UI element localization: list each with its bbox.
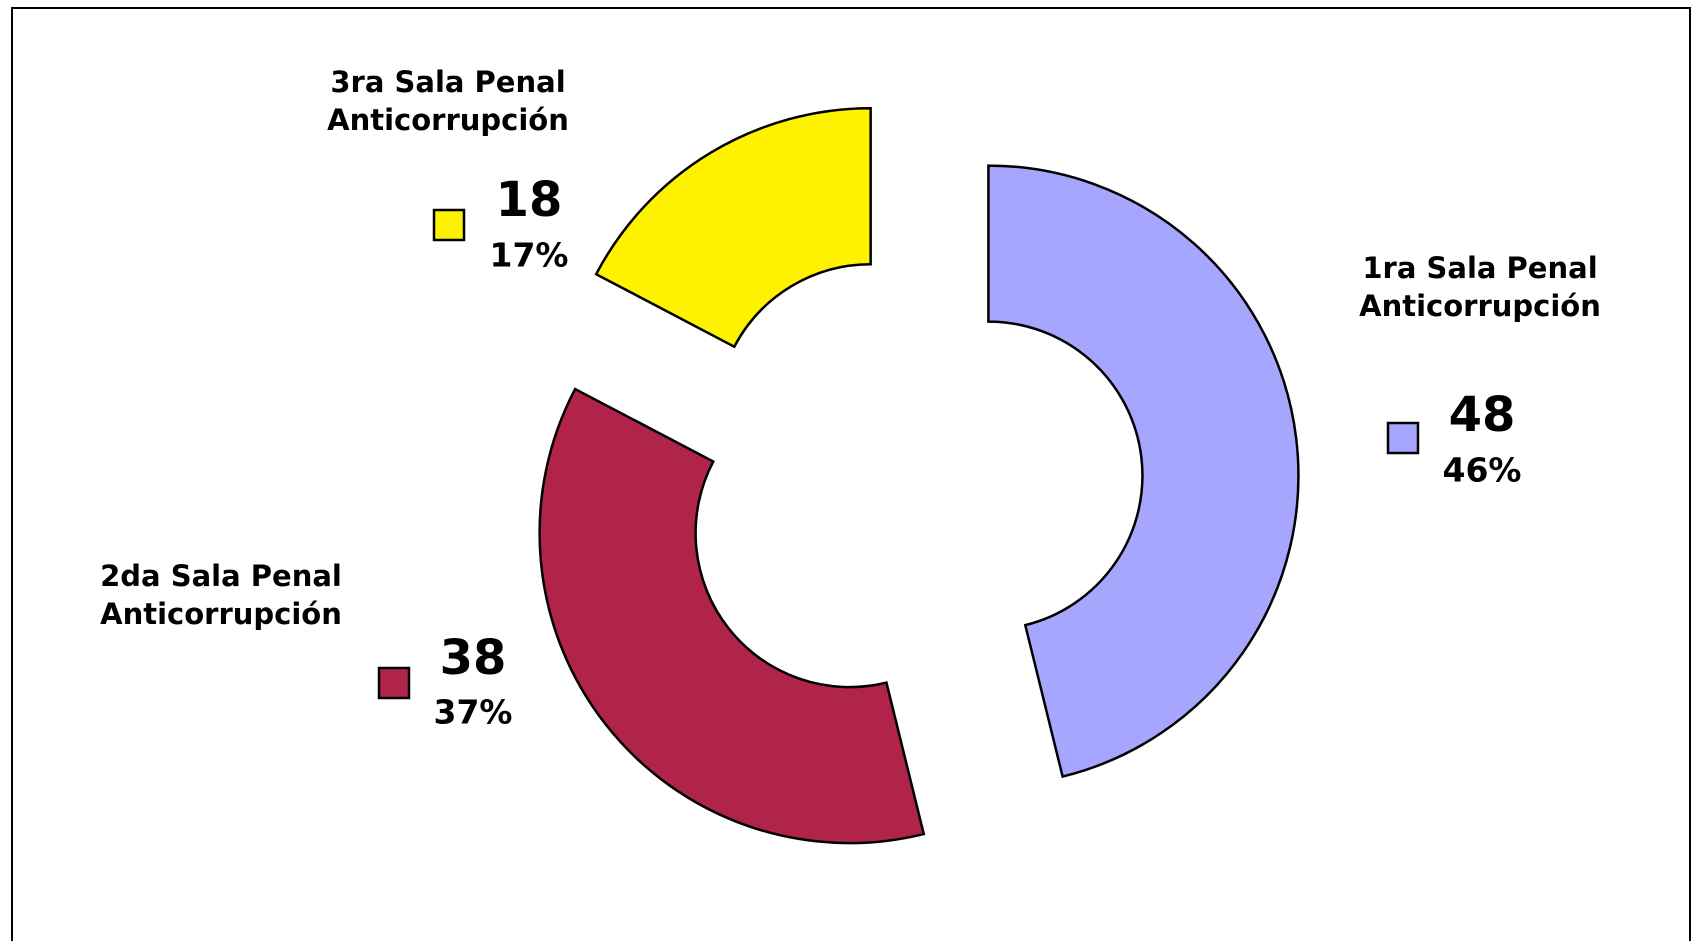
legend-swatch [377, 666, 411, 700]
slice-name: 3ra Sala Penal Anticorrupción [327, 65, 569, 137]
percent-label: 17% [490, 236, 569, 275]
legend-swatch [1386, 421, 1420, 455]
value-label: 18 [496, 172, 563, 228]
value-label: 38 [440, 630, 507, 686]
percent-label: 37% [434, 693, 513, 732]
slice-name: 1ra Sala Penal Anticorrupción [1359, 251, 1601, 323]
slice-name: 2da Sala Penal Anticorrupción [100, 559, 342, 631]
legend-swatch [432, 208, 466, 242]
donut-slice [987, 164, 1300, 779]
donut-slice [594, 106, 872, 349]
value-label: 48 [1449, 387, 1516, 443]
donut-slice [538, 387, 926, 845]
percent-label: 46% [1443, 451, 1522, 490]
